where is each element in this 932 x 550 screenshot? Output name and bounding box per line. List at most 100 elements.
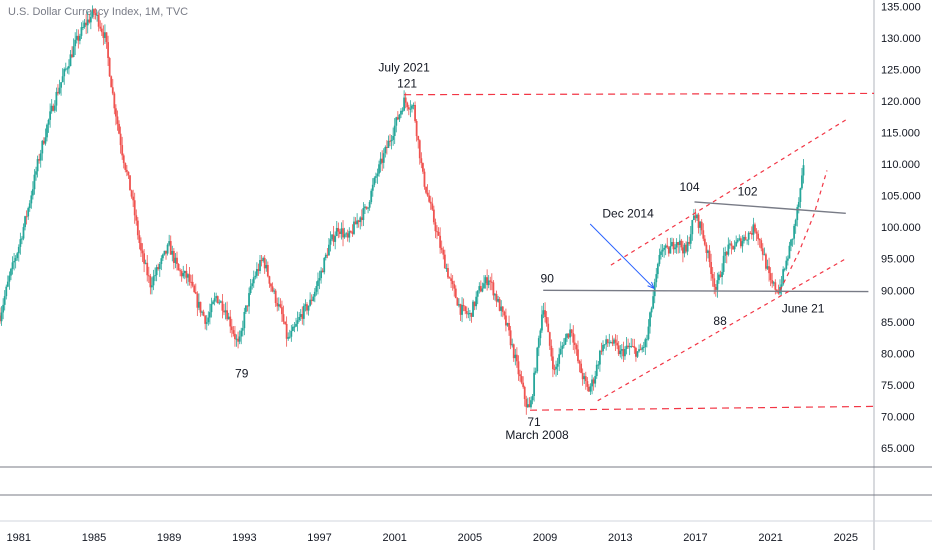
candle-body[interactable] [154,275,156,277]
candle-body[interactable] [240,330,243,337]
candle-body[interactable] [667,247,670,254]
candle-body[interactable] [685,244,687,252]
candle-body[interactable] [645,339,648,341]
candle-body[interactable] [415,121,418,137]
candle-body[interactable] [658,254,661,264]
candle-body[interactable] [263,257,266,269]
candle-body[interactable] [498,299,501,311]
candle-body[interactable] [584,376,587,382]
candle-body[interactable] [655,274,658,283]
candle-body[interactable] [395,117,398,126]
candle-body[interactable] [317,280,319,287]
candle-body[interactable] [367,207,369,209]
candle-body[interactable] [517,361,520,375]
candle-body[interactable] [252,277,255,284]
candle-body[interactable] [149,276,152,288]
candle-body[interactable] [683,244,686,254]
candle-body[interactable] [678,240,681,245]
candle-body[interactable] [334,236,337,242]
candle-body[interactable] [503,311,506,316]
candle-body[interactable] [190,281,192,283]
candle-body[interactable] [28,203,31,209]
candle-body[interactable] [68,66,70,69]
candle-body[interactable] [161,254,164,259]
candle-body[interactable] [342,228,344,238]
candle-body[interactable] [346,233,349,238]
candle-body[interactable] [458,304,460,306]
candle-body[interactable] [522,382,525,387]
trendline-horizontal-90[interactable] [543,289,869,293]
candle-body[interactable] [44,137,47,144]
candle-body[interactable] [357,220,360,223]
candle-body[interactable] [487,280,490,286]
candle-body[interactable] [107,42,109,59]
candle-body[interactable] [124,163,127,170]
candle-body[interactable] [187,274,189,278]
candle-body[interactable] [22,227,25,239]
candle-body[interactable] [69,54,72,67]
candle-body[interactable] [335,227,338,237]
candle-body[interactable] [511,344,514,346]
candle-body[interactable] [790,239,792,246]
candle-body[interactable] [755,231,758,234]
candle-body[interactable] [547,323,550,333]
candle-body[interactable] [266,265,269,277]
candle-body[interactable] [442,249,445,255]
candle-body[interactable] [371,184,374,191]
candle-body[interactable] [730,243,733,246]
candle-body[interactable] [660,251,662,255]
candle-body[interactable] [439,235,442,248]
candle-body[interactable] [53,105,56,111]
candle-body[interactable] [528,404,531,408]
candle-body[interactable] [202,311,205,316]
candle-body[interactable] [389,140,391,142]
candle-body[interactable] [324,254,327,259]
candle-body[interactable] [697,214,700,228]
candle-body[interactable] [207,317,210,323]
candle-body[interactable] [769,273,772,281]
candle-body[interactable] [605,339,608,345]
candle-body[interactable] [89,16,92,23]
candle-body[interactable] [588,386,590,392]
candle-body[interactable] [796,207,799,221]
candle-body[interactable] [169,241,172,255]
candle-body[interactable] [310,299,313,301]
candle-body[interactable] [201,311,203,313]
candle-body[interactable] [754,224,756,232]
candle-body[interactable] [270,283,272,287]
candle-body[interactable] [262,257,265,261]
candle-body[interactable] [714,286,717,290]
candle-body[interactable] [144,262,147,264]
candle-body[interactable] [191,281,194,286]
candle-body[interactable] [376,173,379,177]
candle-body[interactable] [539,330,542,339]
candle-body[interactable] [72,46,75,58]
candle-body[interactable] [176,257,178,265]
candle-body[interactable] [505,315,507,326]
candle-body[interactable] [218,302,221,304]
candle-body[interactable] [194,292,197,294]
candle-body[interactable] [682,247,684,254]
candle-body[interactable] [724,251,727,256]
candle-body[interactable] [365,206,368,209]
candle-body[interactable] [696,214,698,219]
candle-body[interactable] [650,308,653,313]
candle-body[interactable] [353,221,355,234]
candle-body[interactable] [483,283,485,289]
candle-body[interactable] [401,110,404,112]
candle-body[interactable] [307,305,310,311]
candle-body[interactable] [429,201,432,204]
candle-body[interactable] [248,293,250,307]
candle-body[interactable] [0,312,3,322]
candle-body[interactable] [296,320,299,324]
candle-body[interactable] [710,262,713,275]
candle-body[interactable] [19,239,22,247]
candle-body[interactable] [400,110,402,115]
candle-body[interactable] [661,249,664,252]
candle-body[interactable] [414,105,416,122]
candle-body[interactable] [66,68,69,70]
candle-body[interactable] [750,233,753,235]
candle-body[interactable] [716,280,719,290]
candle-body[interactable] [699,221,702,228]
candle-body[interactable] [686,242,689,252]
